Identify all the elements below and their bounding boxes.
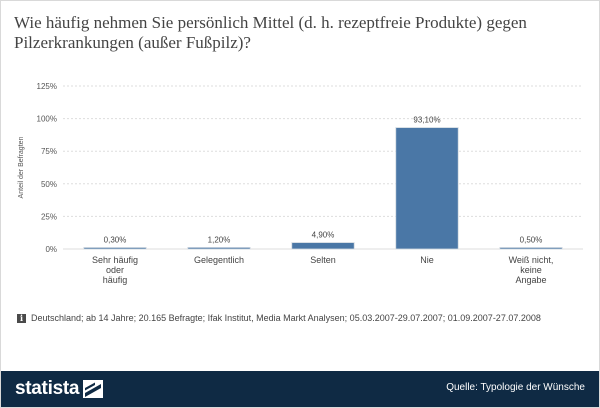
y-tick-label: 125% (37, 82, 57, 91)
y-tick-label: 100% (37, 115, 57, 124)
bar-chart: 0% 25% 50% 75% 100% 125% Anteil der Befragten 0… (18, 82, 583, 285)
x-tick-label: häufig (103, 275, 128, 285)
bar[interactable] (395, 127, 459, 250)
y-tick-label: 25% (41, 212, 57, 221)
x-tick-label: Weiß nicht, (509, 255, 554, 265)
data-label: 0,50% (520, 236, 543, 245)
y-tick-label: 50% (41, 180, 57, 189)
statista-logo-icon (83, 380, 104, 398)
bar[interactable] (187, 247, 251, 250)
y-tick-label: 0% (45, 245, 57, 254)
footnote-text: Deutschland; ab 14 Jahre; 20.165 Befragt… (31, 313, 541, 323)
x-tick-label: Gelegentlich (194, 255, 244, 265)
y-tick-label: 75% (41, 147, 57, 156)
x-tick-label: Angabe (515, 275, 546, 285)
chart-title: Wie häufig nehmen Sie persönlich Mittel … (14, 13, 527, 52)
x-tick-label: oder (106, 265, 124, 275)
footnote: i Deutschland; ab 14 Jahre; 20.165 Befra… (17, 313, 541, 323)
data-label: 1,20% (208, 235, 231, 244)
bar[interactable] (499, 247, 563, 250)
data-label: 4,90% (312, 231, 335, 240)
bar[interactable] (291, 242, 355, 250)
source-text: Quelle: Typologie der Wünsche (446, 382, 585, 393)
x-tick-label: Nie (420, 255, 434, 265)
data-label: 93,10% (413, 116, 440, 125)
statista-logo[interactable]: statista (15, 378, 104, 400)
x-tick-label: keine (520, 265, 542, 275)
bar[interactable] (83, 247, 147, 250)
info-icon: i (17, 313, 26, 323)
footer-bar: statista Quelle: Typologie der Wünsche (1, 371, 599, 407)
y-axis-label: Anteil der Befragten (18, 136, 25, 198)
data-label: 0,30% (104, 236, 127, 245)
logo-text: statista (15, 378, 80, 399)
x-tick-label: Selten (310, 255, 336, 265)
x-tick-label: Sehr häufig (92, 255, 138, 265)
